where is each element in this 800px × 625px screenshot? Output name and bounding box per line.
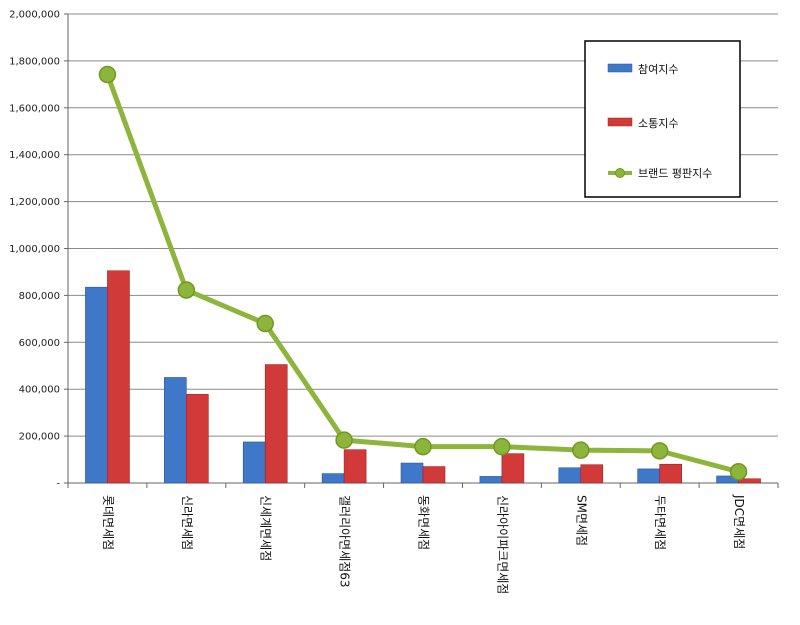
y-tick-label: 1,000,000 xyxy=(9,244,60,255)
x-tick-label: 신라면세점 xyxy=(180,495,194,550)
point-brand-reputation xyxy=(335,431,353,449)
point-brand-reputation xyxy=(256,314,274,333)
y-tick-label: 400,000 xyxy=(19,385,60,396)
x-tick-label: 롯데면세점 xyxy=(101,495,115,550)
bar-participation xyxy=(242,441,266,484)
y-tick-label: 2,000,000 xyxy=(9,10,60,21)
bar-communication xyxy=(107,270,130,484)
bar-communication xyxy=(738,478,761,484)
point-brand-reputation xyxy=(729,462,748,481)
y-tick-label: 1,800,000 xyxy=(9,56,60,67)
x-tick-label: 신라아이파크면세점 xyxy=(495,495,509,594)
x-tick-label: 동화면세점 xyxy=(417,495,431,550)
bar-participation xyxy=(400,462,424,484)
y-tick-label: 1,400,000 xyxy=(9,150,60,161)
y-tick-label: 1,200,000 xyxy=(9,197,60,208)
legend: 참여지수 소통지수 브랜드 평판지수 xyxy=(584,40,741,198)
legend-label-participation: 참여지수 xyxy=(638,63,678,76)
y-tick-label: - xyxy=(56,479,60,490)
y-tick-label: 800,000 xyxy=(19,291,60,302)
point-brand-reputation xyxy=(572,441,590,459)
x-tick-label: 두타면세점 xyxy=(653,495,667,550)
bar-communication xyxy=(422,466,446,484)
bar-layer xyxy=(85,270,761,484)
bar-communication xyxy=(580,464,604,484)
bar-communication xyxy=(343,449,367,484)
x-tick-label: 신세계면세점 xyxy=(259,495,273,561)
x-tick-label: SM면세점 xyxy=(574,495,588,546)
bar-participation xyxy=(479,476,503,484)
bar-participation xyxy=(637,468,660,484)
bar-communication xyxy=(501,453,525,484)
bar-participation xyxy=(164,377,187,484)
bar-participation xyxy=(85,286,108,484)
bar-participation xyxy=(558,467,582,484)
bar-communication xyxy=(264,364,288,484)
legend-swatch-communication xyxy=(607,117,633,127)
point-brand-reputation xyxy=(650,442,669,460)
x-tick-label: 갤러리아면세점63 xyxy=(338,495,352,588)
point-brand-reputation xyxy=(98,65,117,84)
legend-label-brand-reputation: 브랜드 평판지수 xyxy=(638,167,712,180)
bar-participation xyxy=(321,473,345,484)
line-layer xyxy=(98,65,748,481)
legend-label-communication: 소통지수 xyxy=(638,117,678,130)
y-tick-label: 200,000 xyxy=(19,432,60,443)
label-layer: 롯데면세점 신라면세점 신세계면세점 갤러리아면세점63 동화면세점 신라아이파크면세점 S… xyxy=(101,494,746,594)
bar-communication xyxy=(186,394,209,484)
y-tick-label: 1,600,000 xyxy=(9,103,60,114)
point-brand-reputation xyxy=(177,281,196,299)
point-brand-reputation xyxy=(493,437,511,456)
legend-swatch-participation xyxy=(607,63,633,73)
y-tick-label: 600,000 xyxy=(19,338,60,349)
legend-marker-brand-reputation xyxy=(615,168,625,178)
x-tick-label: JDC면세점 xyxy=(732,494,746,549)
bar-communication xyxy=(659,463,682,484)
point-brand-reputation xyxy=(414,437,432,456)
